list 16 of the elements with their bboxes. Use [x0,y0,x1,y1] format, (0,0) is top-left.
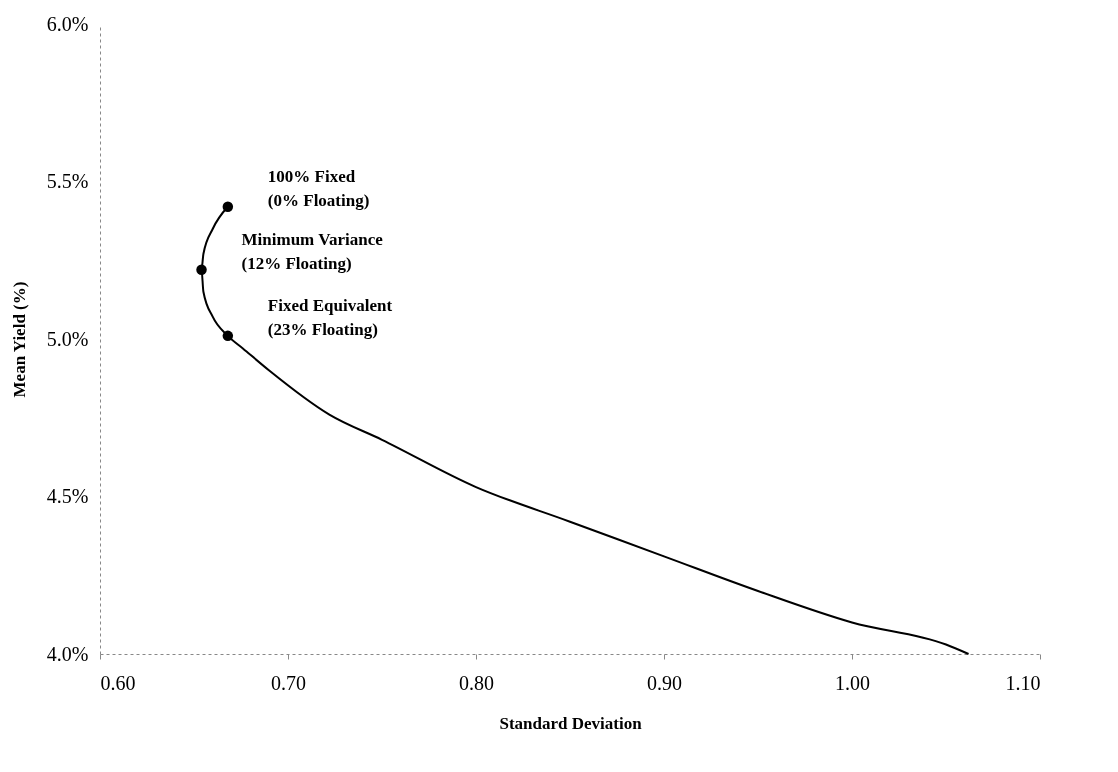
annotation: Fixed Equivalent (23% Floating) [267,295,393,339]
x-tick-label: 0.80 [459,671,494,694]
x-tick-label: 1.00 [835,671,870,694]
y-tick-label: 5.5% [46,170,89,192]
x-tick-label: 1.10 [1005,671,1041,694]
y-tick-label: 5.0% [46,327,89,350]
annotation: 100% Fixed (0% Floating) [267,166,370,210]
x-tick-label: 0.70 [271,671,306,694]
annotation: Minimum Variance (12% Floating) [241,229,384,273]
y-tick-label: 4.0% [46,642,89,665]
x-tick-label: 0.60 [100,671,136,694]
y-tick-label: 4.5% [46,485,89,507]
y-axis-title: Mean Yield (%) [9,281,29,398]
x-axis-title: Standard Deviation [499,713,643,733]
y-tick-label: 6.0% [46,12,89,35]
x-tick-label: 0.90 [647,671,682,694]
